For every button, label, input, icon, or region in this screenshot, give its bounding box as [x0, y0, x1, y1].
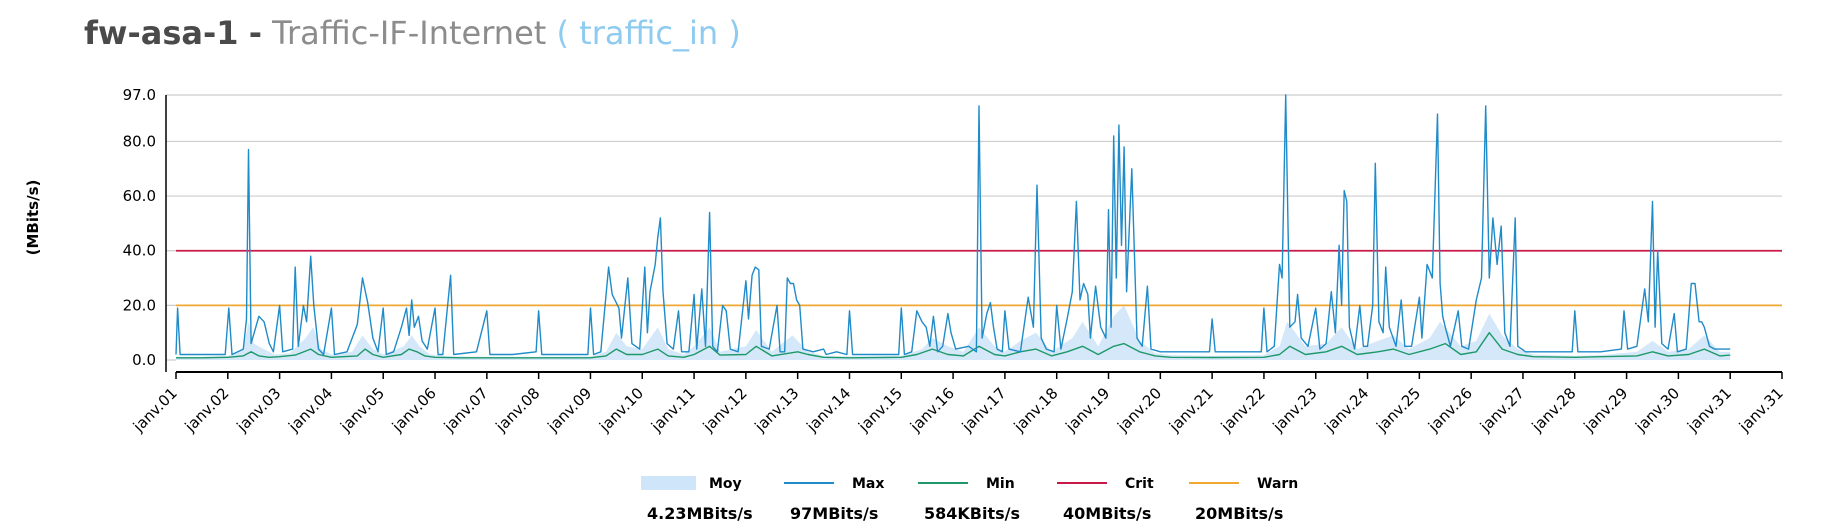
- x-tick-label-11: janv.12: [699, 384, 751, 436]
- x-tick-label-20: janv.21: [1165, 384, 1217, 436]
- x-tick-label-22: janv.23: [1269, 384, 1321, 436]
- x-tick-label-9: janv.10: [595, 384, 647, 436]
- title-service: Traffic-IF-Internet: [272, 14, 547, 52]
- y-tick-label-5: 97.0: [123, 86, 156, 104]
- x-tick-label-10: janv.11: [647, 384, 699, 436]
- x-tick-label-23: janv.24: [1320, 384, 1372, 436]
- legend-swatch-moy: [641, 476, 696, 490]
- x-tick-label-30: janv.31: [1683, 384, 1735, 436]
- x-tick-label-8: janv.09: [543, 384, 595, 436]
- x-tick-label-19: janv.20: [1113, 384, 1165, 436]
- x-tick-label-29: janv.30: [1631, 384, 1683, 436]
- legend-value-max: 97MBits/s: [790, 504, 878, 523]
- x-tick-label-1: janv.02: [181, 384, 233, 436]
- series-max-line: [175, 94, 1731, 356]
- y-tick-label-2: 40.0: [123, 242, 156, 260]
- title-metric: ( traffic_in ): [556, 14, 741, 52]
- legend-name-max: Max: [852, 476, 884, 492]
- x-tick-label-12: janv.13: [751, 384, 803, 436]
- x-tick-label-3: janv.04: [284, 384, 336, 436]
- y-tick-label-3: 60.0: [123, 187, 156, 205]
- x-tick-label-0: janv.01: [129, 384, 181, 436]
- x-tick-label-2: janv.03: [233, 384, 285, 436]
- y-axis-label: (MBits/s): [24, 180, 42, 256]
- legend-value-crit: 40MBits/s: [1063, 504, 1151, 523]
- legend-value-moy: 4.23MBits/s: [647, 504, 753, 523]
- legend: Moy 4.23MBits/s Max 97MBits/s Min 584KBits/s C…: [641, 476, 1298, 523]
- x-tick-label-26: janv.27: [1476, 384, 1528, 436]
- x-tick-label-16: janv.17: [958, 384, 1010, 436]
- legend-name-crit: Crit: [1125, 476, 1154, 492]
- y-tick-label-4: 80.0: [123, 132, 156, 150]
- x-tick-label-17: janv.18: [1010, 384, 1062, 436]
- title-host: fw-asa-1: [84, 14, 239, 52]
- x-tick-label-15: janv.16: [906, 384, 958, 436]
- legend-value-warn: 20MBits/s: [1195, 504, 1283, 523]
- x-tick-label-21: janv.22: [1217, 384, 1269, 436]
- x-tick-label-24: janv.25: [1372, 384, 1424, 436]
- legend-name-warn: Warn: [1257, 476, 1298, 492]
- x-tick-label-13: janv.14: [802, 384, 854, 436]
- x-tick-label-4: janv.05: [336, 384, 388, 436]
- x-tick-label-7: janv.08: [492, 384, 544, 436]
- chart-title: fw-asa-1 - Traffic-IF-Internet ( traffic…: [84, 14, 741, 52]
- series-min-line: [176, 332, 1731, 359]
- legend-value-min: 584KBits/s: [924, 504, 1020, 523]
- legend-name-moy: Moy: [709, 476, 742, 492]
- x-tick-label-5: janv.06: [388, 384, 440, 436]
- x-tick-label-14: janv.15: [854, 384, 906, 436]
- x-tick-label-31: janv.31: [1735, 384, 1787, 436]
- y-tick-label-1: 20.0: [123, 296, 156, 314]
- x-tick-label-6: janv.07: [440, 384, 492, 436]
- x-tick-label-27: janv.28: [1528, 384, 1580, 436]
- y-tick-label-0: 0.0: [132, 351, 156, 369]
- x-tick-label-18: janv.19: [1061, 384, 1113, 436]
- x-tick-label-25: janv.26: [1424, 384, 1476, 436]
- title-separator: -: [248, 14, 262, 52]
- x-tick-label-28: janv.29: [1579, 384, 1631, 436]
- legend-name-min: Min: [986, 476, 1015, 492]
